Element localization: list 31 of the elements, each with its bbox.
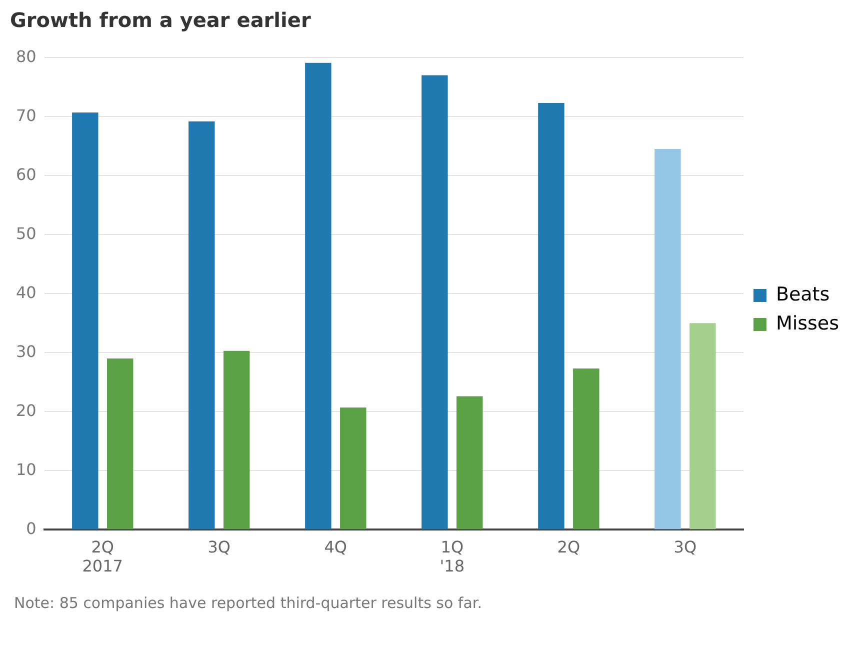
y-tick-label: 0 [26, 518, 36, 538]
bar [538, 103, 564, 530]
bar [340, 407, 366, 530]
bar [106, 358, 134, 530]
y-tick-label: 40 [16, 282, 36, 302]
bar [422, 75, 448, 530]
legend-label: Misses [776, 312, 840, 334]
bar [573, 368, 600, 530]
y-tick-label: 70 [16, 106, 36, 125]
chart-title: Growth from a year earlier [10, 8, 312, 32]
bar [224, 350, 250, 530]
bar [305, 62, 332, 530]
x-tick-label: 2Q 2017 [82, 537, 123, 576]
bar [188, 121, 215, 530]
y-tick-label: 80 [16, 46, 36, 66]
y-tick-label: 10 [16, 460, 36, 479]
bar [456, 396, 483, 530]
bar [690, 323, 716, 530]
x-tick-label: 4Q [324, 537, 348, 556]
bar [654, 149, 681, 530]
y-tick-label: 60 [16, 164, 36, 184]
y-tick-label: 20 [16, 400, 36, 420]
y-tick-label: 30 [16, 342, 36, 361]
x-tick-label: 3Q [674, 537, 697, 556]
x-tick-label: 3Q [208, 537, 231, 556]
bar [72, 112, 98, 530]
x-tick-label: 2Q [557, 537, 580, 556]
y-tick-label: 50 [16, 224, 36, 243]
legend-label: Beats [776, 283, 830, 306]
text: Note: 85 companies have reported third-quarter results so far. [14, 594, 483, 612]
x-tick-label: 1Q '18 [440, 537, 465, 576]
